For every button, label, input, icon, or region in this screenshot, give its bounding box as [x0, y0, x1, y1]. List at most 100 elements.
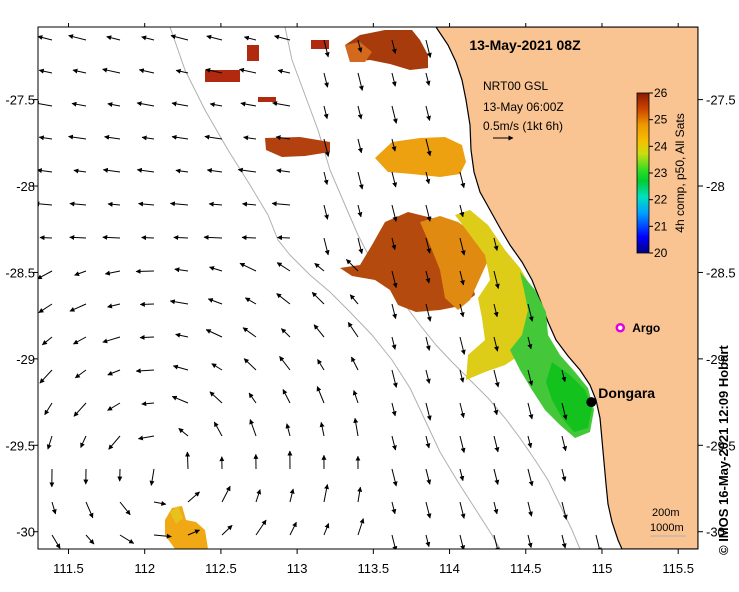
sst-patch-mid-west [265, 137, 330, 157]
y-tick-label: -28.5 [5, 265, 35, 280]
sst-patch-small-4 [258, 97, 276, 102]
y-tick-label-right: -29.5 [706, 438, 736, 453]
sst-patch-mid [375, 137, 466, 177]
current-vector-arrow [493, 501, 499, 515]
current-vector-arrow [391, 369, 398, 388]
current-vector-arrow [493, 369, 500, 388]
current-vector-arrow [275, 135, 291, 141]
current-vector-arrow [357, 204, 363, 218]
current-vector-arrow [346, 259, 359, 272]
current-vector-arrow [459, 237, 466, 256]
current-vector-arrow [153, 533, 172, 539]
current-vector-arrow [391, 534, 398, 549]
colorbar-tick-label: 22 [654, 193, 668, 207]
current-vector-arrow [561, 435, 568, 452]
current-vector-arrow [276, 293, 291, 305]
current-vector-arrow [169, 299, 189, 305]
current-vector-arrow [239, 262, 257, 272]
isobath-1000m-line [169, 27, 501, 549]
current-vector-arrow [119, 501, 131, 516]
current-vector-arrow [205, 329, 223, 338]
current-vector-arrow [38, 201, 53, 207]
sst-patch-small-1 [205, 70, 240, 82]
sst-data-layer [165, 30, 594, 549]
current-vector-arrow [243, 358, 257, 371]
current-vector-arrow [104, 270, 121, 276]
sst-patch-small-2 [247, 45, 259, 61]
colorbar-tick-label: 26 [654, 86, 668, 100]
current-vector-arrow [135, 268, 155, 274]
current-vector-arrow [175, 68, 189, 74]
current-vector-arrow [237, 167, 257, 173]
current-vector-arrow [527, 501, 533, 517]
current-vector-arrow [106, 35, 121, 41]
current-vector-arrow [425, 435, 431, 449]
current-vector-arrow [38, 270, 53, 280]
x-tick-label: 113 [287, 561, 308, 576]
current-vector-arrow [319, 421, 325, 437]
current-vector-arrow [595, 534, 602, 549]
current-vector-arrow [527, 435, 533, 449]
current-vector-arrow [204, 134, 223, 140]
current-vector-arrow [241, 235, 257, 241]
current-vector-arrow [316, 386, 325, 404]
current-vector-arrow [171, 395, 189, 404]
current-vector-arrow [323, 237, 330, 256]
current-vector-arrow [425, 468, 432, 485]
current-vector-arrow [276, 262, 291, 272]
current-vector-arrow [357, 72, 364, 91]
sst-patch-south-yellow [170, 506, 183, 524]
isobath-legend-200m: 200m [652, 507, 680, 519]
current-vector-arrow [39, 235, 53, 241]
current-vector-arrow [206, 34, 223, 41]
current-vector-arrow [74, 270, 87, 277]
current-vector-arrow [271, 201, 291, 207]
argo-dot [615, 323, 626, 333]
current-vector-arrow [425, 72, 431, 86]
current-vector-arrow [425, 39, 432, 58]
x-axis: 111.5 112 112.5 113 113.5 114 114.5 115 115.5 [53, 23, 694, 576]
current-vector-arrow [102, 67, 121, 74]
current-vector-arrow [74, 369, 87, 379]
current-vector-arrow [221, 485, 231, 503]
current-vector-arrow [80, 435, 87, 449]
current-vector-arrow [391, 336, 397, 350]
current-vector-arrow [391, 237, 397, 251]
current-vector-arrow [136, 167, 155, 173]
y-axis: -27.5 -27.5 -28 -28 -28.5 -28.5 -29 -29 -29.5 -29… [5, 93, 735, 540]
current-vector-arrow [425, 204, 432, 222]
current-vector-arrow [108, 435, 121, 450]
current-vector-arrow [203, 234, 223, 240]
y-tick-label: -29 [16, 352, 35, 367]
current-vector-arrow [527, 402, 534, 420]
y-tick-label-right: -28.5 [706, 265, 736, 280]
current-vector-field [38, 34, 602, 549]
current-vector-arrow [242, 201, 257, 207]
current-vector-arrow [561, 402, 568, 420]
current-vector-arrow [243, 35, 257, 41]
colorbar-tick-label: 20 [654, 246, 668, 260]
sst-patch-small-3 [311, 40, 329, 49]
current-vector-arrow [493, 435, 500, 453]
current-vector-arrow [391, 138, 397, 152]
y-tick-label-right: -30 [706, 525, 725, 540]
current-vector-arrow [323, 483, 330, 503]
current-vector-arrow [38, 35, 53, 41]
current-vector-arrow [425, 237, 432, 254]
current-vector-arrow [209, 266, 223, 272]
current-vector-arrow [425, 336, 431, 351]
current-vector-arrow [314, 262, 325, 272]
current-vector-arrow [459, 435, 466, 454]
current-vector-arrow [211, 363, 223, 371]
current-vector-arrow [289, 488, 295, 503]
current-vector-arrow [248, 392, 257, 404]
current-vector-arrow [561, 501, 568, 520]
current-vector-arrow [459, 303, 465, 318]
current-vector-arrow [391, 402, 397, 417]
current-vector-arrow [493, 336, 499, 352]
current-vector-arrow [206, 168, 223, 174]
current-vector-arrow [205, 67, 223, 74]
current-vector-arrow [169, 201, 189, 207]
current-vector-arrow [102, 336, 121, 344]
